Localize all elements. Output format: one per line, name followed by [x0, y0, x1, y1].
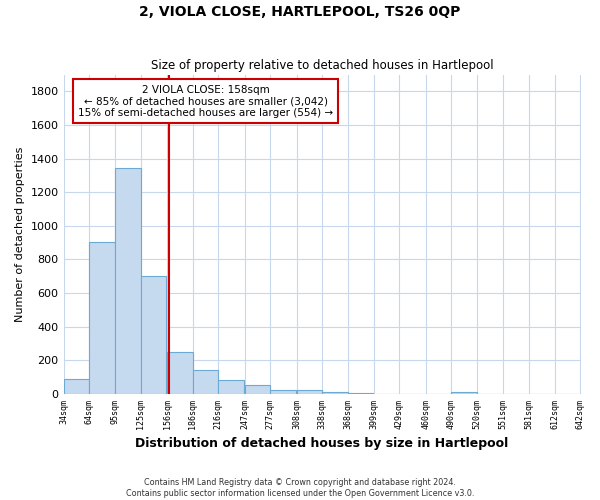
Bar: [193, 370, 218, 394]
Text: Contains HM Land Registry data © Crown copyright and database right 2024.
Contai: Contains HM Land Registry data © Crown c…: [126, 478, 474, 498]
X-axis label: Distribution of detached houses by size in Hartlepool: Distribution of detached houses by size …: [136, 437, 509, 450]
Bar: [167, 352, 193, 394]
Bar: [64, 378, 89, 394]
Bar: [451, 392, 477, 394]
Text: 2 VIOLA CLOSE: 158sqm
← 85% of detached houses are smaller (3,042)
15% of semi-d: 2 VIOLA CLOSE: 158sqm ← 85% of detached …: [78, 84, 333, 118]
Bar: [141, 276, 166, 394]
Y-axis label: Number of detached properties: Number of detached properties: [15, 146, 25, 322]
Text: 2, VIOLA CLOSE, HARTLEPOOL, TS26 0QP: 2, VIOLA CLOSE, HARTLEPOOL, TS26 0QP: [139, 5, 461, 19]
Bar: [270, 390, 296, 394]
Bar: [89, 242, 115, 394]
Bar: [115, 168, 141, 394]
Bar: [296, 390, 322, 394]
Bar: [322, 392, 347, 394]
Bar: [347, 393, 373, 394]
Bar: [245, 385, 270, 394]
Title: Size of property relative to detached houses in Hartlepool: Size of property relative to detached ho…: [151, 59, 493, 72]
Bar: [218, 380, 244, 394]
